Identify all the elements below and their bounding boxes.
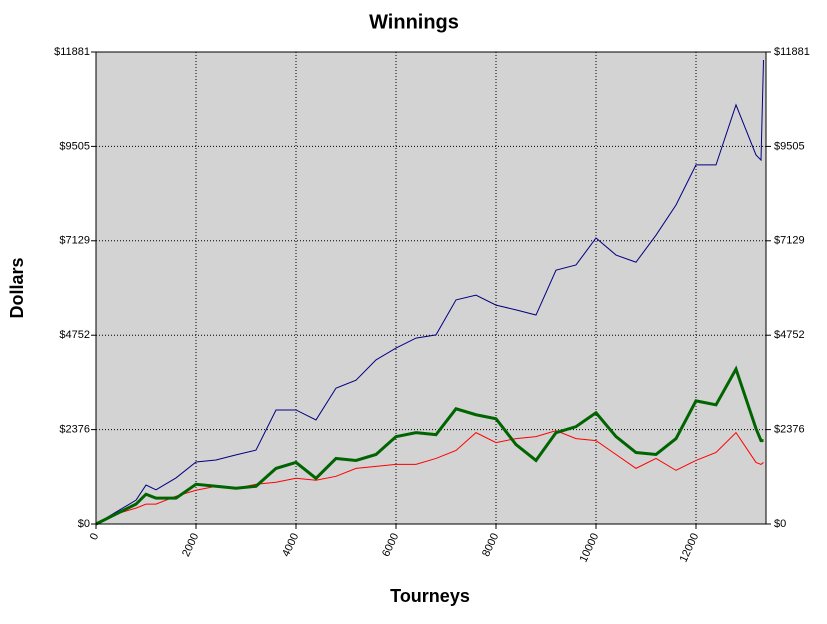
x-tick-label: 10000 (578, 531, 602, 564)
line-series (95, 59, 764, 525)
line-series (95, 365, 764, 526)
line-series (95, 430, 764, 525)
y-axis-label: Dollars (7, 257, 27, 318)
y-tick-label: $0 (78, 518, 90, 530)
y2-tick-label: $4752 (774, 329, 805, 341)
y-tick-label: $7129 (59, 235, 90, 247)
x-tick-label: 6000 (380, 531, 401, 558)
y2-tick-label: $11881 (774, 46, 810, 58)
y2-tick-label: $9505 (774, 140, 805, 152)
y2-tick-label: $0 (774, 518, 786, 530)
y-tick-label: $2376 (59, 424, 90, 436)
x-tick-label: 8000 (480, 531, 501, 558)
plot-border (95, 51, 767, 525)
y-tick-label: $4752 (59, 329, 90, 341)
y-tick-label: $9505 (59, 140, 90, 152)
x-tick-label: 0 (88, 531, 101, 542)
x-axis-label: Tourneys (390, 586, 470, 606)
y2-tick-label: $7129 (774, 235, 805, 247)
x-tick-label: 12000 (678, 531, 702, 564)
x-tick-label: 4000 (280, 531, 301, 558)
x-tick-label: 2000 (180, 531, 201, 558)
chart-title: Winnings (369, 11, 459, 33)
y2-tick-label: $2376 (774, 424, 805, 436)
y-tick-label: $11881 (54, 46, 90, 58)
plot-area (96, 52, 766, 524)
